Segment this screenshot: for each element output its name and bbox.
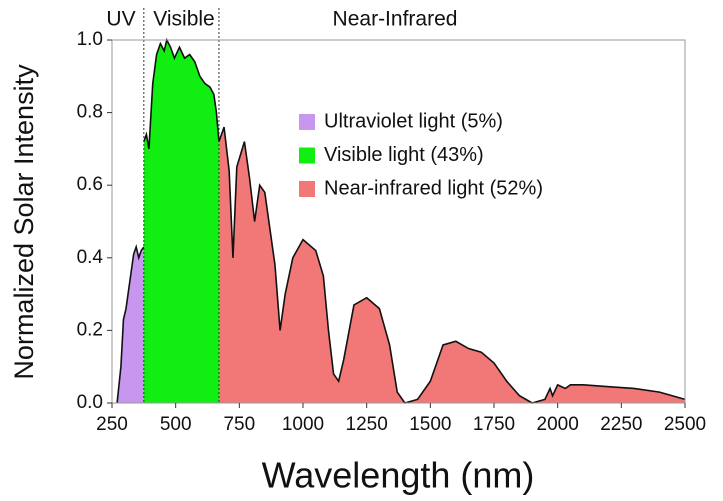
region-label: Visible — [153, 8, 214, 31]
region-label: UV — [106, 8, 135, 31]
x-axis-label: Wavelength (nm) — [262, 455, 535, 496]
area — [117, 246, 144, 403]
y-tick-label: 0.4 — [77, 247, 104, 268]
legend-swatch — [299, 147, 315, 164]
x-tick-label: 1500 — [409, 414, 451, 435]
outline — [116, 244, 145, 404]
legend-swatch — [299, 114, 315, 130]
legend-swatch — [299, 181, 315, 197]
outline — [218, 126, 686, 404]
x-tick-label: 1250 — [346, 414, 388, 435]
x-tick-label: 750 — [223, 414, 255, 435]
area — [218, 127, 685, 404]
x-tick-label: 1750 — [473, 414, 515, 435]
x-tick-label: 2250 — [600, 414, 642, 435]
x-tick-label: 1000 — [282, 414, 324, 435]
x-tick-label: 2500 — [664, 414, 706, 435]
legend-label: Ultraviolet light (5%) — [324, 110, 503, 132]
y-tick-label: 0.2 — [77, 319, 103, 340]
y-tick-label: 0.0 — [77, 392, 103, 413]
y-tick-label: 0.6 — [77, 174, 103, 195]
legend-label: Near-infrared light (52%) — [324, 177, 543, 199]
y-axis-label: Normalized Solar Intensity — [9, 64, 39, 380]
legend-label: Visible light (43%) — [324, 144, 484, 166]
y-tick-label: 1.0 — [77, 29, 103, 50]
x-tick-label: 500 — [160, 414, 192, 435]
plot-frame — [111, 39, 686, 404]
region-label: Near-Infrared — [333, 8, 458, 31]
outline — [143, 37, 220, 150]
y-tick-label: 0.8 — [77, 102, 103, 123]
area — [143, 40, 219, 403]
x-tick-label: 250 — [96, 414, 128, 435]
x-tick-label: 2000 — [537, 414, 579, 435]
